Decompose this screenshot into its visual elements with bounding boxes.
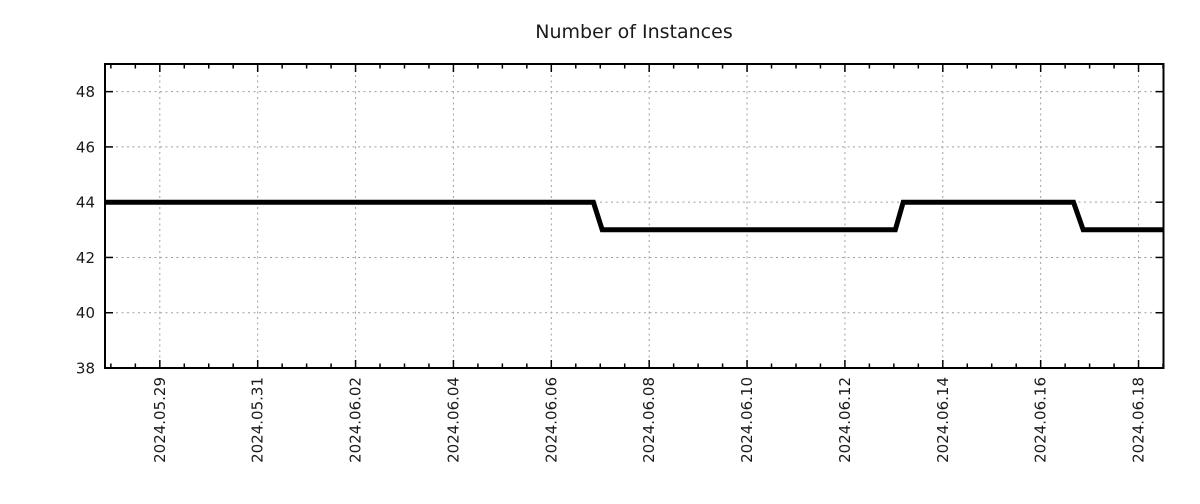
chart-title: Number of Instances (535, 21, 732, 43)
x-tick-labels: 2024.05.29 2024.05.31 2024.06.02 2024.06.04… (151, 377, 1148, 463)
y-tick-label: 46 (76, 138, 95, 156)
y-tick-label: 44 (76, 194, 95, 212)
y-tick-label: 38 (76, 360, 95, 378)
x-tick-label: 2024.06.02 (347, 377, 365, 463)
x-tick-label: 2024.06.12 (836, 377, 854, 463)
x-tick-label: 2024.06.18 (1130, 377, 1148, 463)
axis-ticks (105, 64, 1164, 369)
x-tick-label: 2024.06.14 (934, 377, 952, 463)
x-tick-label: 2024.05.31 (249, 377, 267, 463)
y-tick-labels: 38 40 42 44 46 48 (76, 83, 95, 377)
data-series (105, 199, 1164, 233)
grid-lines (105, 64, 1164, 368)
series-line (105, 199, 1164, 233)
x-tick-label: 2024.06.16 (1032, 377, 1050, 463)
y-tick-label: 40 (76, 304, 95, 322)
x-tick-label: 2024.05.29 (151, 377, 169, 463)
y-tick-label: 42 (76, 249, 95, 267)
x-tick-label: 2024.06.10 (738, 377, 756, 463)
y-tick-label: 48 (76, 83, 95, 101)
x-tick-label: 2024.06.04 (444, 377, 462, 463)
plot-border-box (104, 63, 1165, 369)
x-tick-label: 2024.06.08 (640, 377, 658, 463)
plot-border (104, 63, 1165, 369)
x-tick-label: 2024.06.06 (542, 377, 560, 463)
